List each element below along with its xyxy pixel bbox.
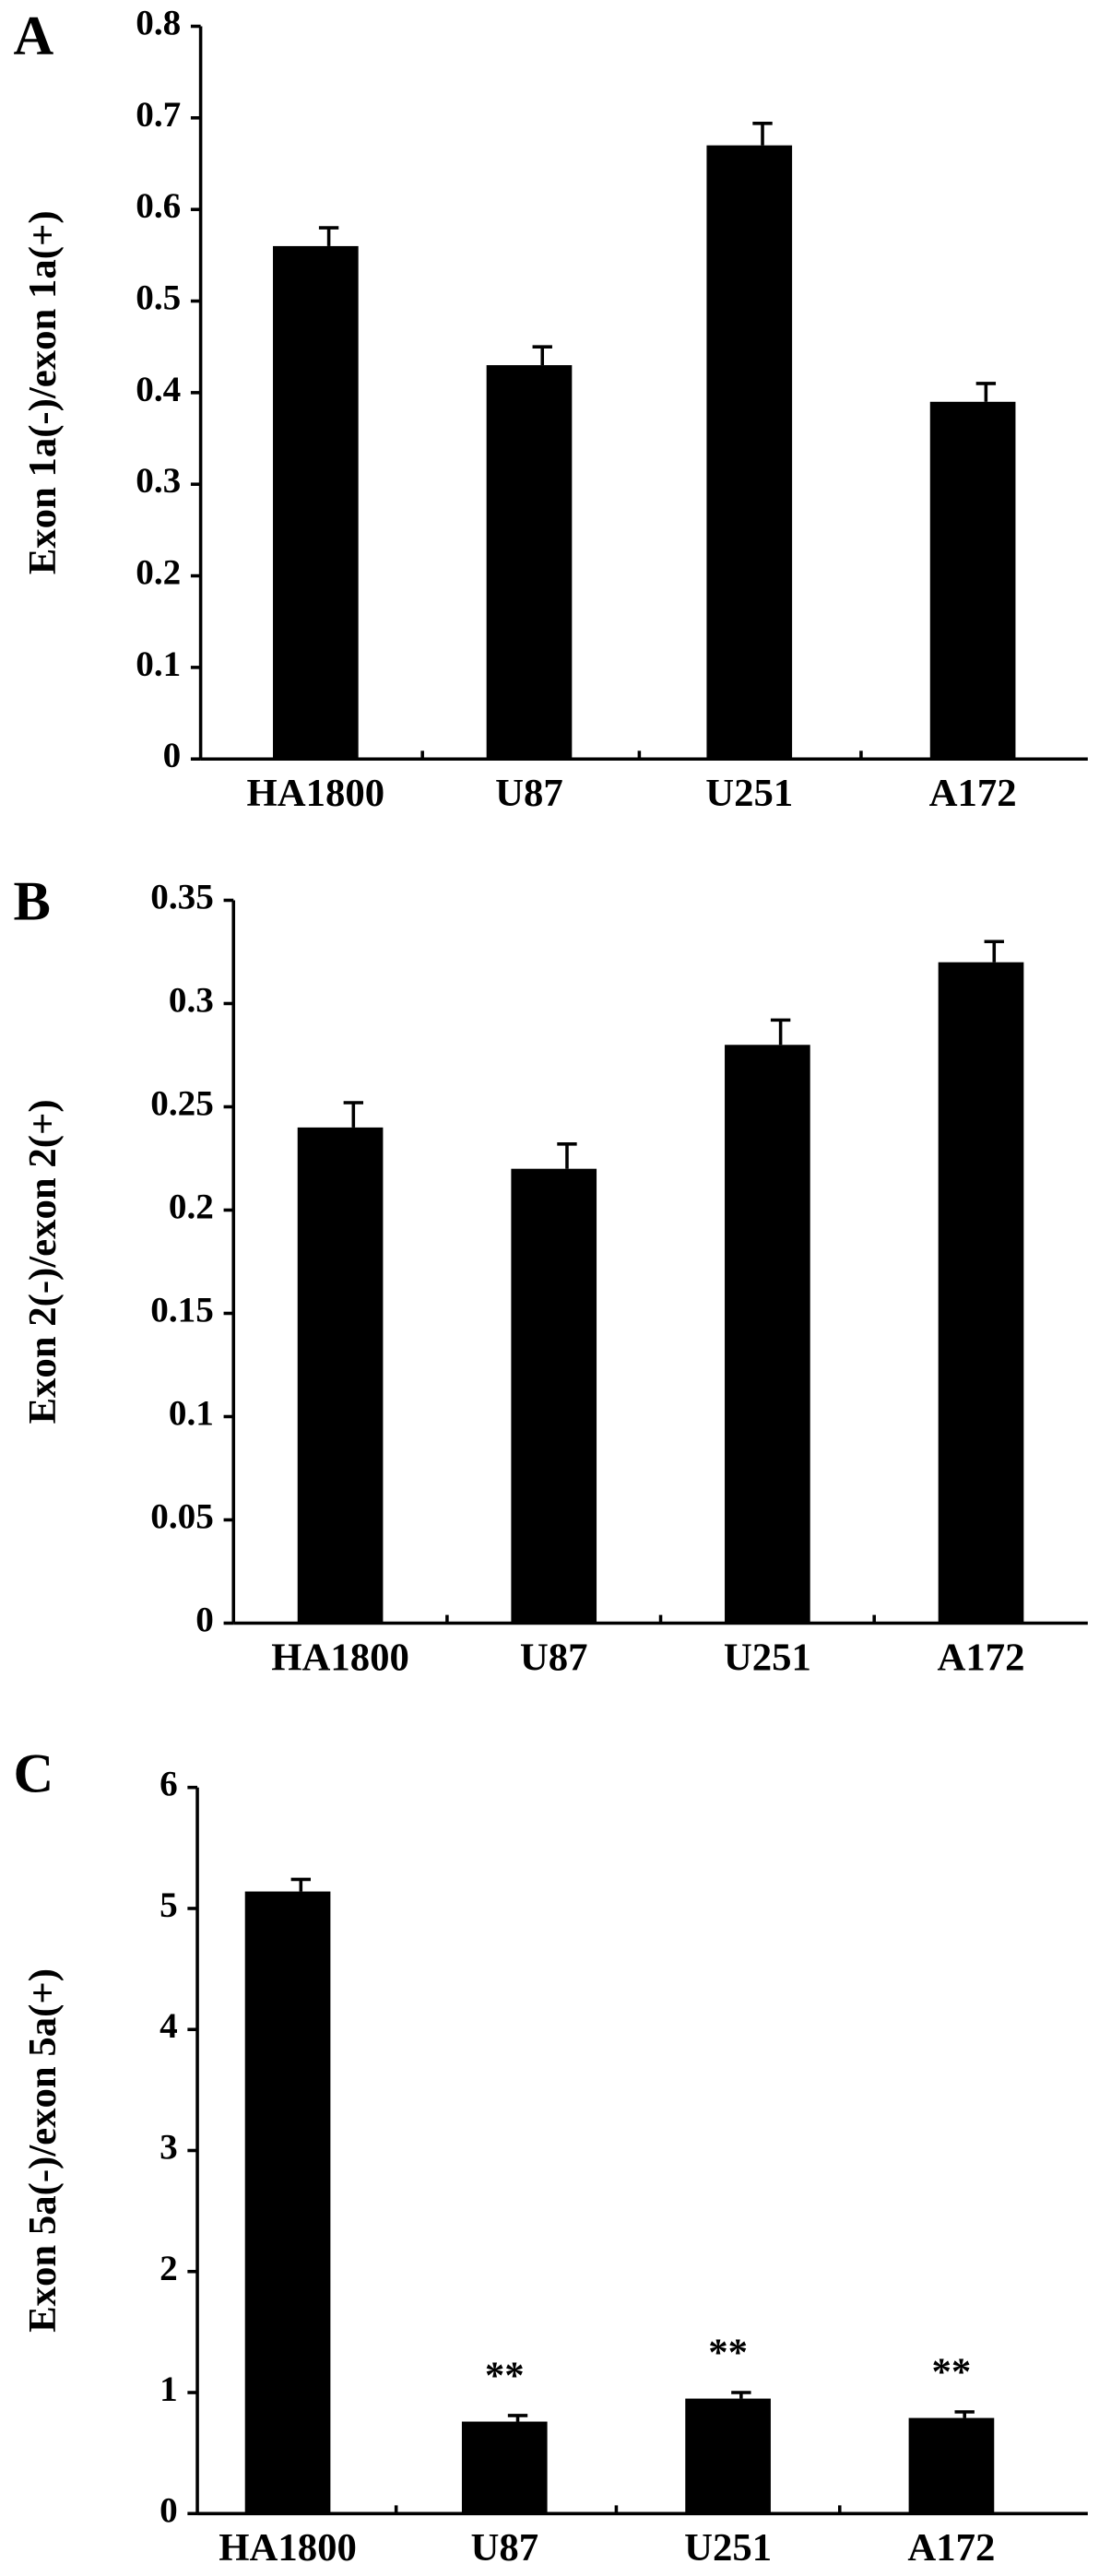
bar	[938, 962, 1024, 1624]
bar	[685, 2398, 771, 2514]
y-tick-label: 0.4	[136, 370, 181, 409]
bar	[929, 401, 1016, 760]
bar	[461, 2421, 548, 2514]
y-tick-label: 0.15	[150, 1290, 214, 1329]
y-tick-label: 4	[160, 2006, 178, 2046]
y-tick-label: 5	[160, 1885, 178, 1925]
x-tick-label: A172	[938, 1636, 1025, 1679]
x-tick-label: A172	[929, 772, 1017, 815]
y-tick-label: 0.6	[136, 186, 181, 226]
y-tick-label: 0.2	[169, 1187, 214, 1226]
x-tick-label: HA1800	[271, 1636, 409, 1679]
y-tick-label: 1	[160, 2369, 178, 2409]
y-tick-label: 6	[160, 1765, 178, 1804]
bar	[725, 1045, 810, 1624]
y-tick-label: 0.5	[136, 278, 181, 318]
x-tick-label: HA1800	[219, 2526, 357, 2570]
x-tick-label: HA1800	[247, 772, 385, 815]
y-axis-label: Exon 5a(-)/exon 5a(+)	[21, 1968, 65, 2333]
x-tick-label: A172	[907, 2526, 995, 2570]
x-tick-label: U251	[705, 772, 793, 815]
bar	[706, 145, 793, 760]
y-axis-label: Exon 2(-)/exon 2(+)	[21, 1099, 65, 1424]
y-tick-label: 0.8	[136, 4, 181, 43]
x-tick-label: U251	[684, 2526, 772, 2570]
x-tick-label: U87	[520, 1636, 588, 1679]
y-tick-label: 2	[160, 2249, 178, 2288]
y-tick-label: 0.05	[150, 1497, 214, 1537]
panel-label: A	[13, 5, 53, 66]
significance-label: **	[708, 2332, 748, 2375]
y-tick-label: 0.3	[136, 461, 181, 501]
y-tick-label: 3	[160, 2127, 178, 2167]
bar	[244, 1891, 331, 2514]
panel-label: C	[13, 1743, 53, 1805]
bar	[486, 365, 573, 760]
bar	[908, 2417, 995, 2514]
y-tick-label: 0.2	[136, 553, 181, 593]
x-tick-label: U87	[470, 2526, 538, 2570]
y-tick-label: 0.35	[150, 877, 214, 916]
bar	[297, 1127, 384, 1624]
y-tick-label: 0.3	[169, 980, 214, 1020]
x-tick-label: U251	[724, 1636, 811, 1679]
y-tick-label: 0.1	[136, 644, 181, 684]
y-tick-label: 0	[163, 736, 182, 775]
y-tick-label: 0	[195, 1601, 214, 1640]
panel-label: B	[13, 871, 50, 933]
y-tick-label: 0	[160, 2490, 178, 2530]
significance-label: **	[932, 2351, 972, 2394]
bar	[273, 245, 359, 760]
bar	[511, 1168, 597, 1624]
x-tick-label: U87	[495, 772, 563, 815]
y-tick-label: 0.25	[150, 1083, 214, 1123]
y-tick-label: 0.7	[136, 95, 181, 135]
y-tick-label: 0.1	[169, 1393, 214, 1433]
y-axis-label: Exon 1a(-)/exon 1a(+)	[21, 210, 65, 574]
significance-label: **	[485, 2355, 525, 2398]
